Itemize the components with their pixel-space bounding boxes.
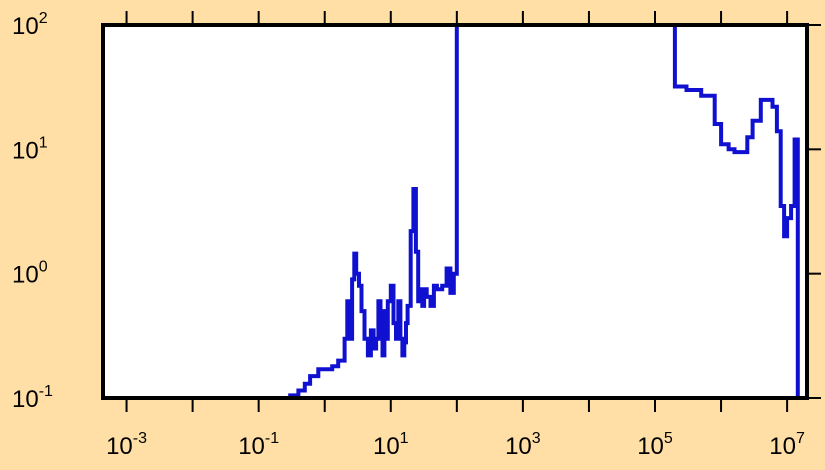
x-tick-label: 105 xyxy=(637,430,673,460)
y-tick-label: 10-1 xyxy=(12,383,53,413)
x-tick-label: 101 xyxy=(373,430,409,460)
x-tick-label: 103 xyxy=(505,430,541,460)
x-tick-label: 107 xyxy=(769,430,805,460)
x-tick-label: 10-1 xyxy=(238,430,279,460)
y-tick-label: 100 xyxy=(12,259,48,289)
x-tick-label: 10-3 xyxy=(106,430,147,460)
y-tick-label: 101 xyxy=(12,134,48,164)
y-tick-label: 102 xyxy=(12,10,48,40)
